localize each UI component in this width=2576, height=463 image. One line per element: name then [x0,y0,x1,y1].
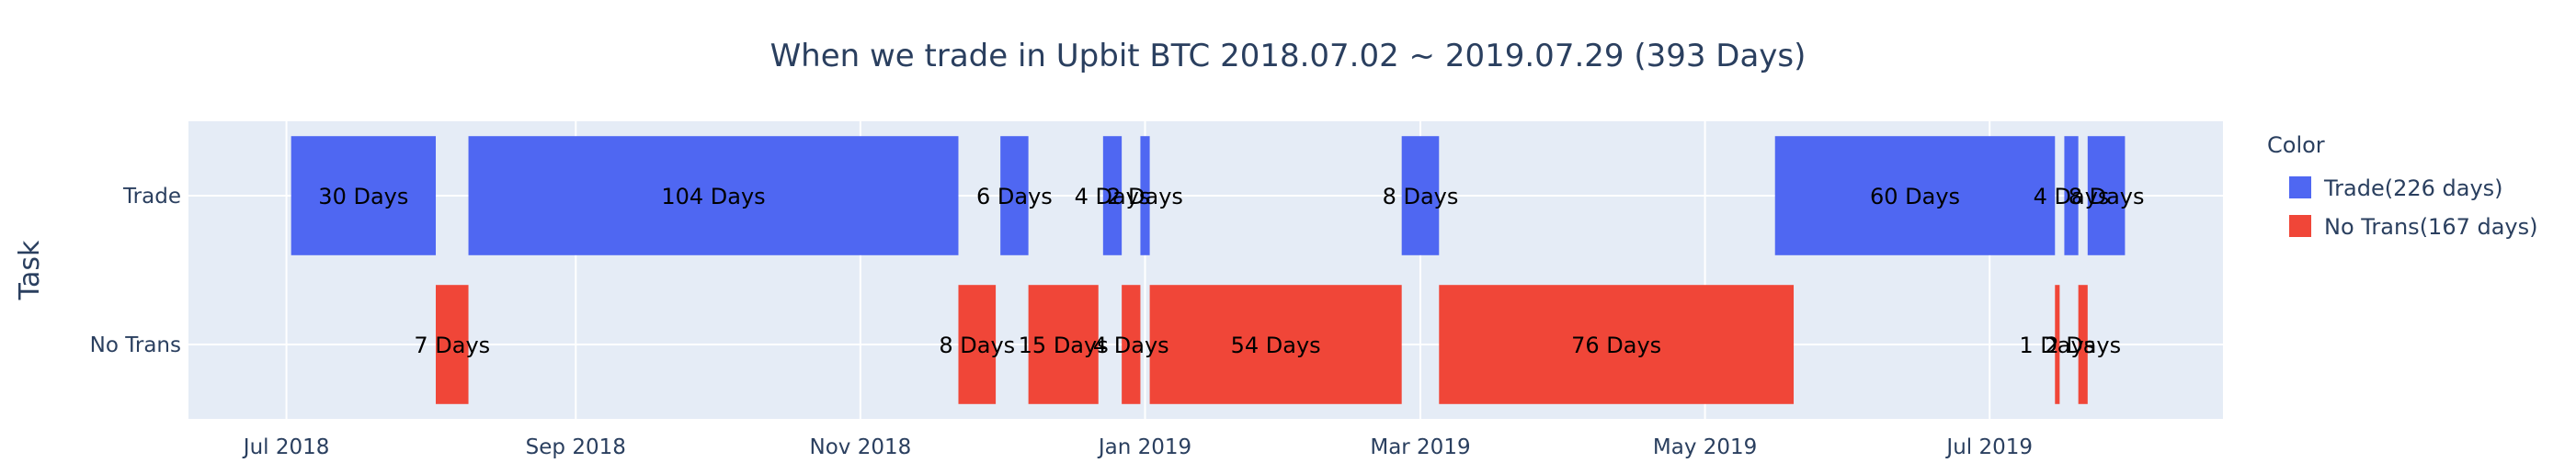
timeline-bar [1000,136,1029,255]
bar-duration-label: 60 Days [1870,184,1960,209]
x-axis-ticks: Jul 2018 Sep 2018 Nov 2018 Jan 2019 Mar 2019… [242,435,2033,459]
timeline-bar [1140,136,1150,255]
timeline-bar [1028,285,1099,404]
bar-duration-label: 2 Days [1107,184,1183,209]
timeline-bar [436,285,469,404]
bar-duration-label: 30 Days [318,184,408,209]
bar-duration-label: 4 Days [2034,184,2110,209]
bar-duration-label: 104 Days [661,184,765,209]
legend-item-label: Trade(226 days) [2323,175,2503,201]
y-axis-title: Task [14,240,46,300]
x-tick-label: Jan 2019 [1097,435,1191,459]
timeline-bar [1439,285,1795,404]
timeline-bar [1122,285,1141,404]
timeline-bar [468,136,959,255]
timeline-bar [2064,136,2079,255]
x-tick-label: May 2019 [1653,435,1757,459]
bar-duration-label: 2 Days [2045,333,2121,358]
timeline-bar [1401,136,1440,255]
legend-swatch [2289,176,2311,198]
timeline-bar [2087,136,2126,255]
chart-title: When we trade in Upbit BTC 2018.07.02 ~ … [770,38,1807,74]
bar-duration-label: 4 Days [1075,184,1151,209]
timeline-bar [291,136,437,255]
bar-duration-label: 76 Days [1571,333,1661,358]
x-tick-label: Mar 2019 [1370,435,1470,459]
bar-duration-label: 54 Days [1231,333,1321,358]
y-tick-label: Trade [122,185,181,209]
legend: Color Trade(226 days) No Trans(167 days) [2267,132,2538,240]
y-tick-label: No Trans [90,333,181,357]
bar-duration-label: 1 Days [2019,333,2095,358]
x-tick-label: Jul 2019 [1944,435,2033,459]
bar-duration-label: 8 Days [939,333,1015,358]
y-axis-ticks: Trade No Trans [90,185,181,357]
x-tick-label: Jul 2018 [242,435,330,459]
bar-duration-label: 7 Days [414,333,490,358]
timeline-bar [2055,285,2060,404]
timeline-bar [2078,285,2088,404]
bar-duration-label: 6 Days [976,184,1053,209]
timeline-bar [1149,285,1402,404]
x-tick-label: Nov 2018 [810,435,912,459]
legend-swatch [2289,215,2311,237]
legend-title: Color [2267,132,2325,158]
bar-duration-label: 8 Days [1383,184,1459,209]
timeline-bar [958,285,997,404]
timeline-bar [1102,136,1123,255]
x-tick-label: Sep 2018 [526,435,626,459]
timeline-bar [1774,136,2056,255]
bars-layer [291,136,2126,404]
legend-item-label: No Trans(167 days) [2324,214,2538,240]
bar-duration-label: 4 Days [1093,333,1169,358]
bar-duration-label: 8 Days [2069,184,2145,209]
bar-duration-label: 15 Days [1019,333,1109,358]
